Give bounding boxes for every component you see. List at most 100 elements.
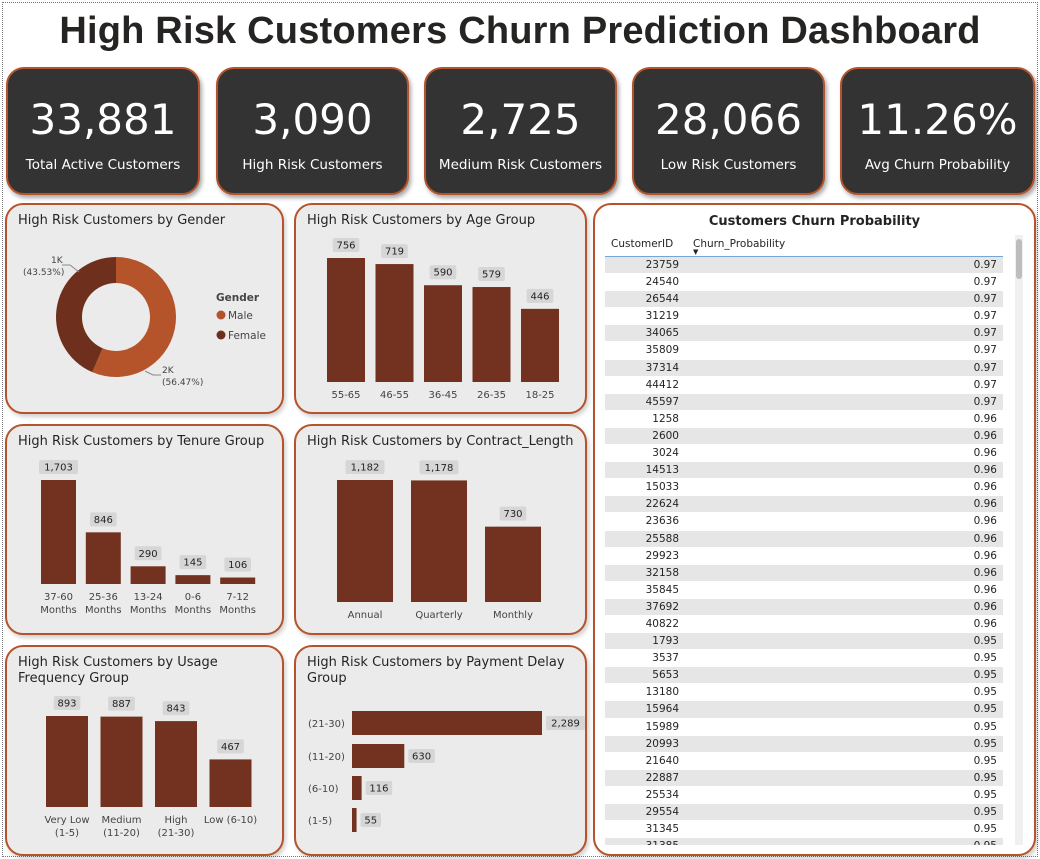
bar[interactable] <box>46 716 88 807</box>
column-header-churn-probability[interactable]: Churn_Probability <box>693 238 786 250</box>
table-row[interactable]: 3024 0.96 <box>605 445 1003 463</box>
table-row[interactable]: 15964 0.95 <box>605 701 1003 719</box>
table-row[interactable]: 45597 0.97 <box>605 393 1003 411</box>
cell-customer-id: 37692 <box>645 600 679 613</box>
table-row[interactable]: 25534 0.95 <box>605 786 1003 804</box>
bar[interactable] <box>352 744 405 768</box>
cell-churn-probability: 0.95 <box>973 652 997 665</box>
bar[interactable] <box>155 721 197 807</box>
pie-slice-female[interactable] <box>56 257 116 373</box>
contract-bar-chart[interactable]: 1,182 Annual 1,178 Quarterly 730 Monthly <box>296 426 587 635</box>
bar[interactable] <box>100 716 143 807</box>
legend-marker[interactable] <box>216 310 226 320</box>
sort-desc-icon[interactable]: ▼ <box>693 248 699 256</box>
bar[interactable] <box>424 285 462 382</box>
cell-customer-id: 35845 <box>645 583 679 596</box>
table-row[interactable]: 31385 0.95 <box>605 838 1003 845</box>
table-row[interactable]: 34065 0.97 <box>605 325 1003 343</box>
table-row[interactable]: 40822 0.96 <box>605 615 1003 634</box>
table-row[interactable]: 29923 0.96 <box>605 547 1003 565</box>
legend-item[interactable]: Female <box>228 330 266 342</box>
scrollbar-thumb[interactable] <box>1016 239 1022 279</box>
kpi-avg-churn-probability[interactable]: 11.26% Avg Churn Probability <box>840 67 1035 195</box>
data-label: 843 <box>166 704 185 715</box>
bar[interactable] <box>41 480 76 584</box>
table-row[interactable]: 26544 0.97 <box>605 291 1003 309</box>
bar[interactable] <box>175 575 211 584</box>
cell-churn-probability: 0.97 <box>973 310 997 323</box>
table-row[interactable]: 44412 0.97 <box>605 376 1003 394</box>
table-row[interactable]: 1793 0.95 <box>605 633 1003 651</box>
cell-churn-probability: 0.97 <box>973 293 997 306</box>
table-row[interactable]: 21640 0.95 <box>605 752 1003 770</box>
bar[interactable] <box>472 287 511 382</box>
table-row[interactable]: 23759 0.97 <box>605 257 1003 275</box>
bar[interactable] <box>85 532 121 584</box>
tenure-chart-panel[interactable]: High Risk Customers by Tenure Group 1,70… <box>5 424 284 635</box>
bar[interactable] <box>485 526 541 602</box>
table-row[interactable]: 3537 0.95 <box>605 650 1003 668</box>
table-row[interactable]: 22887 0.95 <box>605 769 1003 787</box>
bar[interactable] <box>375 264 414 382</box>
table-row[interactable]: 25588 0.96 <box>605 530 1003 548</box>
pie-slice-male[interactable] <box>92 257 176 377</box>
bar[interactable] <box>130 566 166 584</box>
cell-customer-id: 24540 <box>645 276 679 289</box>
table-row[interactable]: 35809 0.97 <box>605 342 1003 360</box>
age-chart-panel[interactable]: High Risk Customers by Age Group 756 55-6… <box>294 203 587 414</box>
cell-customer-id: 2600 <box>652 429 679 442</box>
bar[interactable] <box>352 808 357 832</box>
bar[interactable] <box>411 480 467 602</box>
cell-churn-probability: 0.96 <box>973 498 997 511</box>
usage-chart-panel[interactable]: High Risk Customers by Usage Frequency G… <box>5 645 284 856</box>
gender-chart-panel[interactable]: High Risk Customers by Gender 2K (56.47%)… <box>5 203 284 414</box>
table-row[interactable]: 31219 0.97 <box>605 308 1003 326</box>
table-row[interactable]: 35845 0.96 <box>605 581 1003 599</box>
kpi-high-risk-customers[interactable]: 3,090 High Risk Customers <box>216 67 409 195</box>
table-body[interactable]: 23759 0.97 24540 0.97 26544 0.97 31219 0.97 3406… <box>605 257 1003 845</box>
kpi-medium-risk-customers[interactable]: 2,725 Medium Risk Customers <box>424 67 617 195</box>
legend-marker[interactable] <box>216 330 226 340</box>
x-tick-label: Low (6-10) <box>204 815 257 826</box>
table-row[interactable]: 32158 0.96 <box>605 564 1003 582</box>
table-row[interactable]: 14513 0.96 <box>605 462 1003 480</box>
tenure-bar-chart[interactable]: 1,703 37-60 Months 846 25-36 Months 290 13-24 Mo… <box>7 426 284 635</box>
kpi-total-active-customers[interactable]: 33,881 Total Active Customers <box>6 67 200 195</box>
data-label: 846 <box>94 515 113 526</box>
table-row[interactable]: 23636 0.96 <box>605 513 1003 531</box>
table-row[interactable]: 15033 0.96 <box>605 479 1003 497</box>
table-row[interactable]: 31345 0.95 <box>605 821 1003 839</box>
bar[interactable] <box>220 577 256 584</box>
table-row[interactable]: 20993 0.95 <box>605 735 1003 753</box>
table-row[interactable]: 5653 0.95 <box>605 667 1003 685</box>
table-row[interactable]: 37314 0.97 <box>605 359 1003 377</box>
table-row[interactable]: 2600 0.96 <box>605 427 1003 446</box>
table-row[interactable]: 37692 0.96 <box>605 598 1003 616</box>
bar[interactable] <box>327 258 365 382</box>
cell-customer-id: 15964 <box>645 703 679 716</box>
table-row[interactable]: 29554 0.95 <box>605 804 1003 822</box>
usage-bar-chart[interactable]: 893 Very Low (1-5) 887 Medium (11-20) 843 High (… <box>7 647 284 856</box>
contract-chart-panel[interactable]: High Risk Customers by Contract_Length 1… <box>294 424 587 635</box>
payment-chart-panel[interactable]: High Risk Customers by Payment Delay Gro… <box>294 645 587 856</box>
column-header-customerid[interactable]: CustomerID <box>611 238 674 250</box>
bar[interactable] <box>521 308 559 382</box>
table-row[interactable]: 1258 0.96 <box>605 410 1003 428</box>
bar[interactable] <box>352 711 542 735</box>
bar[interactable] <box>352 776 362 800</box>
table-scrollbar[interactable] <box>1015 235 1023 845</box>
legend-item[interactable]: Male <box>228 310 253 322</box>
payment-bar-chart[interactable]: (21-30) 2,289 (11-20) 630 (6-10) 116 (1-5) 55 <box>296 647 587 856</box>
table-row[interactable]: 22624 0.96 <box>605 496 1003 514</box>
table-row[interactable]: 15989 0.95 <box>605 718 1003 736</box>
data-label-bg <box>381 244 408 259</box>
gender-donut-chart[interactable]: 2K (56.47%) 1K (43.53%) Gender Male Female <box>7 205 284 414</box>
age-bar-chart[interactable]: 756 55-65 719 46-55 590 36-45 579 26-35 446 18-25 <box>296 205 587 414</box>
table-row[interactable]: 13180 0.95 <box>605 684 1003 702</box>
table-row[interactable]: 24540 0.97 <box>605 274 1003 292</box>
bar[interactable] <box>209 759 252 807</box>
kpi-low-risk-customers[interactable]: 28,066 Low Risk Customers <box>632 67 825 195</box>
x-tick-label: (21-30) <box>158 828 195 839</box>
churn-probability-table-panel[interactable]: Customers Churn Probability CustomerID C… <box>593 203 1036 856</box>
bar[interactable] <box>337 480 393 602</box>
